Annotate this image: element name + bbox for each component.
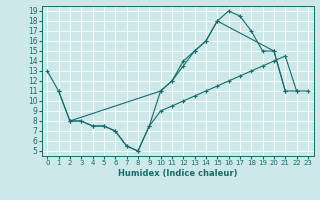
X-axis label: Humidex (Indice chaleur): Humidex (Indice chaleur)	[118, 169, 237, 178]
